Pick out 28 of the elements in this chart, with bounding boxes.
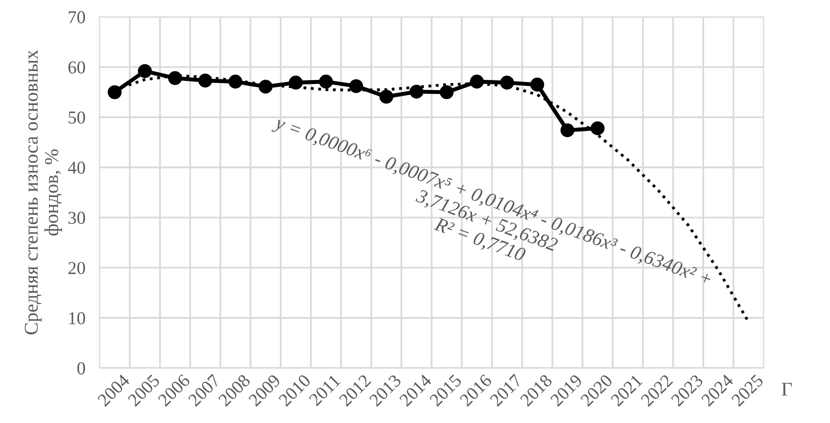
point [440, 85, 454, 100]
y-tick-label: 0 [77, 362, 86, 374]
point [500, 76, 514, 90]
point [560, 123, 574, 138]
point [228, 74, 242, 89]
point [379, 90, 394, 104]
x-axis-title: Г [782, 382, 792, 396]
annotation: y = 0,0000x⁶ - 0,0007x⁵ + 0,0104x⁴ - 0,0186x³ - 0,6340x² + 3,7126x + 52,6382 R² = 0,7710 [271, 115, 712, 290]
point [168, 71, 182, 86]
point [410, 84, 424, 99]
y-tick-label: 70 [68, 11, 86, 24]
point [319, 74, 333, 89]
point [258, 80, 273, 94]
point [470, 74, 484, 89]
point [138, 64, 152, 78]
y-tick-label: 20 [68, 262, 86, 274]
point [530, 78, 544, 92]
point [288, 76, 303, 90]
y-tick-label: 30 [68, 212, 86, 224]
point [198, 74, 212, 88]
point [349, 79, 364, 94]
y-axis-title: Средняя степень износа основных фондов, % [24, 50, 62, 334]
y-tick-label: 60 [68, 61, 86, 74]
y-tick-label: 40 [68, 162, 86, 174]
point [590, 121, 605, 136]
y-tick-label: 10 [69, 312, 86, 324]
point [108, 85, 122, 100]
y-tick-label: 50 [68, 111, 86, 124]
